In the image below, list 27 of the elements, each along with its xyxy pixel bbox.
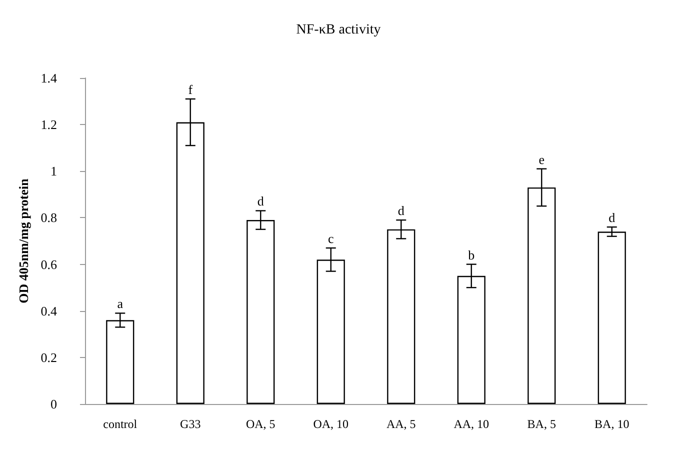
- y-tick-label: 0: [50, 396, 57, 412]
- y-tick-label: 0.6: [40, 256, 58, 272]
- x-tick-label: BA, 5: [527, 417, 556, 431]
- y-tick-label: 1.4: [40, 70, 58, 86]
- y-tick-label: 1.2: [40, 117, 57, 132]
- annotation: d: [257, 194, 264, 209]
- y-tick-label: 0.4: [40, 303, 58, 318]
- x-tick-label: AA, 10: [454, 417, 490, 431]
- y-tick-label: 0.8: [40, 210, 57, 226]
- x-tick-label: control: [103, 417, 138, 431]
- annotation: d: [608, 210, 616, 226]
- x-tick-label: AA, 5: [386, 417, 416, 431]
- annotation: e: [538, 152, 545, 167]
- annotation: d: [398, 203, 405, 218]
- annotation: f: [188, 82, 194, 97]
- y-tick-label: 1: [50, 164, 57, 179]
- annotation: a: [117, 296, 124, 312]
- y-axis-title: OD 405nm/mg protein: [16, 178, 31, 304]
- bar: [598, 232, 626, 404]
- x-tick-label: G33: [180, 417, 201, 431]
- annotation: b: [468, 247, 475, 262]
- annotation: c: [328, 230, 334, 246]
- y-tick-label: 0.2: [40, 350, 57, 365]
- chart-title: NF-κB activity: [296, 22, 381, 38]
- x-tick-label: OA, 10: [313, 417, 349, 431]
- x-tick-label: BA, 10: [594, 417, 630, 431]
- x-tick-label: OA, 5: [246, 417, 276, 431]
